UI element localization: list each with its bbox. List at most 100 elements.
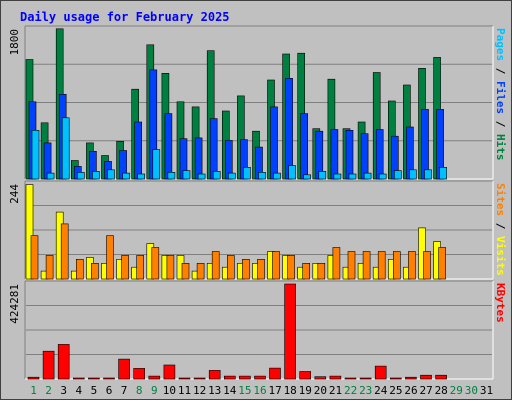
bar-sites-day-4 xyxy=(76,258,84,280)
bar-files-day-22 xyxy=(345,130,354,180)
x-tick-label: 25 xyxy=(389,384,402,397)
bar-sites-day-26 xyxy=(408,251,416,280)
bar-sites-day-12 xyxy=(196,262,205,280)
x-tick-label: 21 xyxy=(329,384,342,397)
bar-sites-day-27 xyxy=(423,251,431,280)
bar-kbytes-day-12 xyxy=(193,377,206,380)
x-tick-label: 8 xyxy=(136,384,143,397)
x-tick-label: 16 xyxy=(253,384,266,397)
bar-kbytes-day-17 xyxy=(269,367,281,380)
bar-files-day-18 xyxy=(285,78,293,180)
bar-visits-day-1 xyxy=(25,184,34,280)
bar-kbytes-day-16 xyxy=(254,375,266,380)
bar-pages-day-11 xyxy=(182,170,191,180)
bar-kbytes-day-25 xyxy=(389,377,402,380)
bar-kbytes-day-26 xyxy=(405,376,417,380)
x-tick-label: 3 xyxy=(60,384,67,397)
bar-kbytes-day-6 xyxy=(103,377,115,380)
bar-sites-day-21 xyxy=(332,247,341,280)
bar-pages-day-12 xyxy=(197,173,206,180)
right-axis-label: Sites / Visits xyxy=(494,183,507,276)
bar-pages-day-9 xyxy=(152,149,161,180)
bar-pages-day-5 xyxy=(92,171,100,180)
right-label-part: / xyxy=(494,114,507,134)
x-tick-label: 13 xyxy=(208,384,221,397)
bar-files-day-8 xyxy=(134,121,142,180)
x-tick-label: 6 xyxy=(106,384,113,397)
bar-kbytes-day-11 xyxy=(178,377,191,380)
bar-kbytes-day-15 xyxy=(239,375,251,380)
x-tick-label: 9 xyxy=(151,384,158,397)
bar-files-day-24 xyxy=(375,129,384,180)
x-tick-label: 27 xyxy=(419,384,432,397)
bar-files-day-10 xyxy=(164,113,173,180)
bar-pages-day-4 xyxy=(77,172,85,180)
bar-pages-day-10 xyxy=(167,172,176,180)
bar-pages-day-27 xyxy=(424,169,432,180)
bar-sites-day-28 xyxy=(438,247,446,280)
bar-pages-day-18 xyxy=(288,165,296,180)
bar-sites-day-5 xyxy=(91,262,99,280)
bar-kbytes-day-4 xyxy=(73,377,85,380)
x-tick-label: 11 xyxy=(178,384,191,397)
bar-kbytes-day-21 xyxy=(329,375,342,380)
bar-sites-day-3 xyxy=(60,223,69,280)
bar-sites-day-13 xyxy=(211,251,220,280)
x-tick-label: 7 xyxy=(121,384,128,397)
bar-sites-day-11 xyxy=(181,262,190,280)
x-tick-label: 20 xyxy=(314,384,327,397)
bar-kbytes-day-28 xyxy=(435,374,447,380)
x-tick-label: 26 xyxy=(404,384,417,397)
x-tick-label: 23 xyxy=(359,384,372,397)
bar-pages-day-25 xyxy=(393,170,402,180)
bar-pages-day-8 xyxy=(137,173,145,180)
x-tick-label: 29 xyxy=(450,384,463,397)
bar-sites-day-2 xyxy=(45,255,54,280)
bar-sites-day-24 xyxy=(377,251,386,280)
right-axis-label: KBytes xyxy=(494,283,507,323)
bar-pages-day-15 xyxy=(243,167,251,180)
bar-kbytes-day-7 xyxy=(118,358,130,380)
right-axis-label: Pages / Files / Hits xyxy=(494,28,507,161)
x-tick-label: 22 xyxy=(344,384,357,397)
bar-sites-day-8 xyxy=(136,255,144,280)
bar-sites-day-15 xyxy=(242,258,250,280)
x-tick-label: 24 xyxy=(374,384,388,397)
bar-pages-day-1 xyxy=(31,130,40,180)
bar-files-day-19 xyxy=(300,113,309,180)
bar-pages-day-14 xyxy=(228,172,236,180)
bar-pages-day-7 xyxy=(122,172,130,180)
bar-sites-day-6 xyxy=(106,235,114,280)
bar-files-day-17 xyxy=(270,106,278,180)
bar-sites-day-14 xyxy=(227,255,235,280)
x-tick-label: 18 xyxy=(284,384,297,397)
bar-sites-day-1 xyxy=(30,235,39,280)
right-label-part: Visits xyxy=(494,236,507,276)
bar-sites-day-7 xyxy=(121,255,129,280)
bar-pages-day-23 xyxy=(363,172,372,180)
right-label-part: Hits xyxy=(494,134,507,161)
x-tick-label: 31 xyxy=(480,384,493,397)
bar-files-day-13 xyxy=(209,118,218,180)
right-label-part: KBytes xyxy=(494,283,507,323)
bar-sites-day-22 xyxy=(347,251,356,280)
bar-sites-day-17 xyxy=(272,251,280,280)
bar-kbytes-day-2 xyxy=(42,350,55,380)
bar-kbytes-day-1 xyxy=(27,376,40,380)
y-max-label: 1800 xyxy=(8,29,21,56)
panel-sites_visits: 244 Sites / Visits xyxy=(8,180,507,280)
bar-kbytes-day-22 xyxy=(344,377,357,380)
x-tick-label: 2 xyxy=(45,384,52,397)
right-label-part: / xyxy=(494,61,507,81)
bar-sites-day-19 xyxy=(302,262,311,280)
x-tick-label: 15 xyxy=(238,384,251,397)
bar-kbytes-day-27 xyxy=(420,374,432,380)
bar-sites-day-9 xyxy=(151,247,160,280)
chart-title: Daily usage for February 2025 xyxy=(20,10,230,24)
bar-pages-day-22 xyxy=(348,173,357,180)
y-max-label: 424281 xyxy=(8,284,21,324)
x-tick-label: 5 xyxy=(91,384,98,397)
bar-pages-day-21 xyxy=(333,173,342,180)
x-tick-label: 19 xyxy=(299,384,312,397)
bar-pages-day-13 xyxy=(212,171,221,180)
